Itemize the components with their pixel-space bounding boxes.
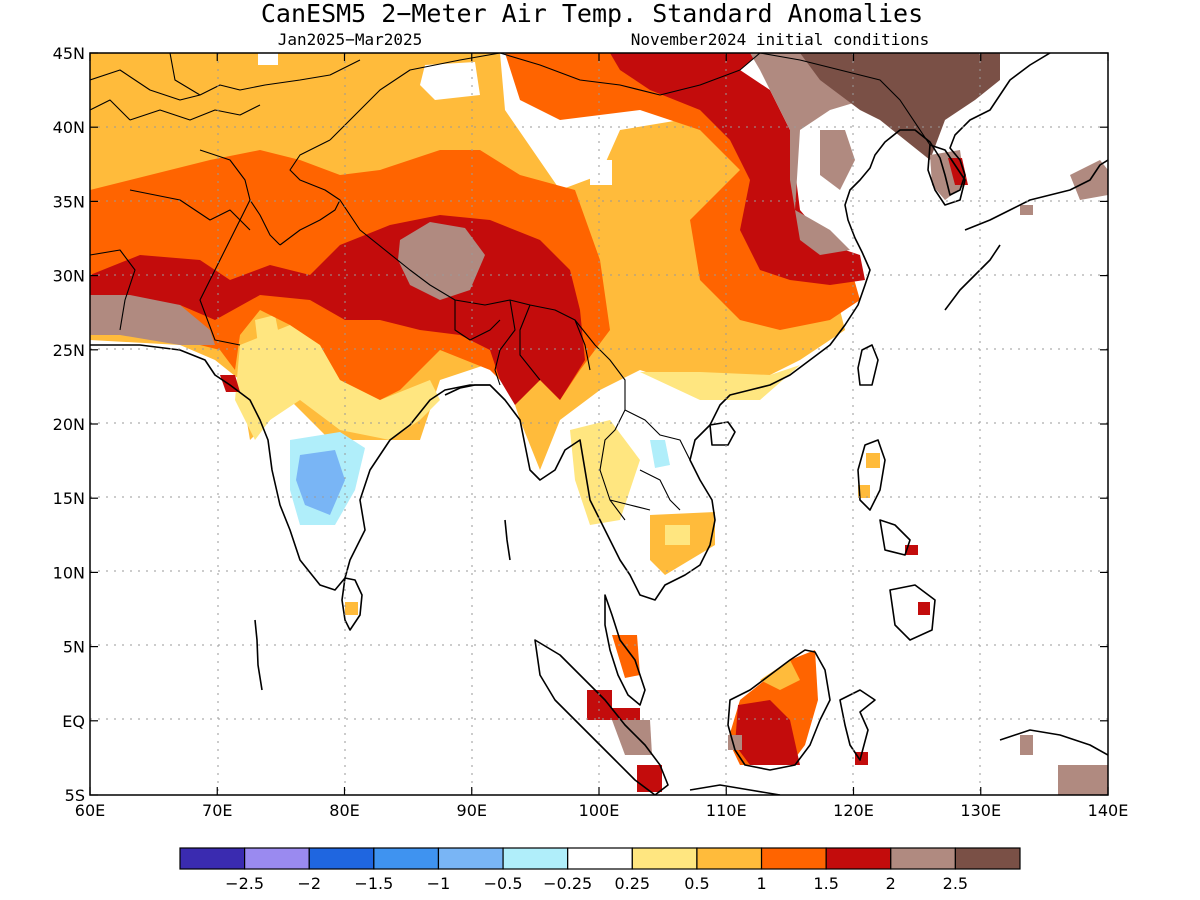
lat-label: 40N	[53, 118, 85, 137]
lat-label: 10N	[53, 563, 85, 582]
colorbar-label: −0.5	[484, 874, 523, 893]
colorbar-swatch	[890, 847, 956, 870]
lon-label: 140E	[1088, 801, 1129, 820]
colorbar-label: 2.5	[943, 874, 968, 893]
colorbar-swatch	[373, 847, 440, 870]
colorbar-label: −1	[427, 874, 451, 893]
lat-label: 30N	[53, 267, 85, 286]
lat-lon-gridlines	[90, 53, 1108, 795]
lat-label: EQ	[62, 712, 85, 731]
colorbar-swatch	[437, 847, 504, 870]
map-subtitle-initial-conditions: November2024 initial conditions	[631, 30, 930, 49]
lat-label: 5S	[65, 786, 85, 805]
lon-label: 90E	[457, 801, 487, 820]
colorbar-labels: −2.5 −2 −1.5 −1 −0.5 −0.25 0.25 0.5 1 1.5 2 2.5	[225, 874, 968, 893]
colorbar-label: 2	[886, 874, 896, 893]
lat-label: 35N	[53, 192, 85, 211]
colorbar-swatch	[696, 847, 763, 870]
lon-label: 70E	[202, 801, 232, 820]
coastlines	[90, 53, 1108, 795]
colorbar-label: 0.5	[684, 874, 709, 893]
colorbar-label: −2	[297, 874, 321, 893]
colorbar-swatch	[954, 847, 1021, 870]
colorbar-label: −0.25	[543, 874, 592, 893]
lon-label: 80E	[329, 801, 359, 820]
lon-label: 130E	[960, 801, 1001, 820]
lon-label: 120E	[833, 801, 874, 820]
colorbar-swatch	[825, 847, 892, 870]
lon-label: 100E	[579, 801, 620, 820]
colorbar-swatch	[179, 847, 246, 870]
anomaly-shading	[90, 53, 1108, 795]
colorbar	[179, 847, 1021, 870]
lat-label: 45N	[53, 44, 85, 63]
longitude-labels: 60E 70E 80E 90E 100E 110E 120E 130E 140E	[75, 801, 1129, 820]
lon-label: 110E	[706, 801, 747, 820]
colorbar-swatch	[244, 847, 310, 870]
map-subtitle-period: Jan2025−Mar2025	[278, 30, 423, 49]
colorbar-swatch	[502, 847, 569, 870]
colorbar-swatch	[760, 847, 827, 870]
colorbar-label: 1	[756, 874, 766, 893]
colorbar-swatch	[308, 847, 375, 870]
lat-label: 5N	[63, 638, 85, 657]
colorbar-label: −1.5	[354, 874, 393, 893]
colorbar-swatch	[567, 847, 633, 870]
lat-label: 15N	[53, 489, 85, 508]
lon-label: 60E	[75, 801, 105, 820]
latitude-labels: 45N 40N 35N 30N 25N 20N 15N 10N 5N EQ 5S	[53, 44, 85, 805]
colorbar-label: 1.5	[813, 874, 838, 893]
colorbar-label: −2.5	[225, 874, 264, 893]
lat-label: 20N	[53, 415, 85, 434]
colorbar-swatch	[631, 847, 698, 870]
country-borders	[90, 53, 931, 521]
map-title: CanESM5 2−Meter Air Temp. Standard Anoma…	[261, 0, 923, 28]
lat-label: 25N	[53, 341, 85, 360]
map-plot-area	[90, 53, 1108, 795]
colorbar-label: 0.25	[614, 874, 650, 893]
axis-tick-marks	[89, 52, 1109, 796]
